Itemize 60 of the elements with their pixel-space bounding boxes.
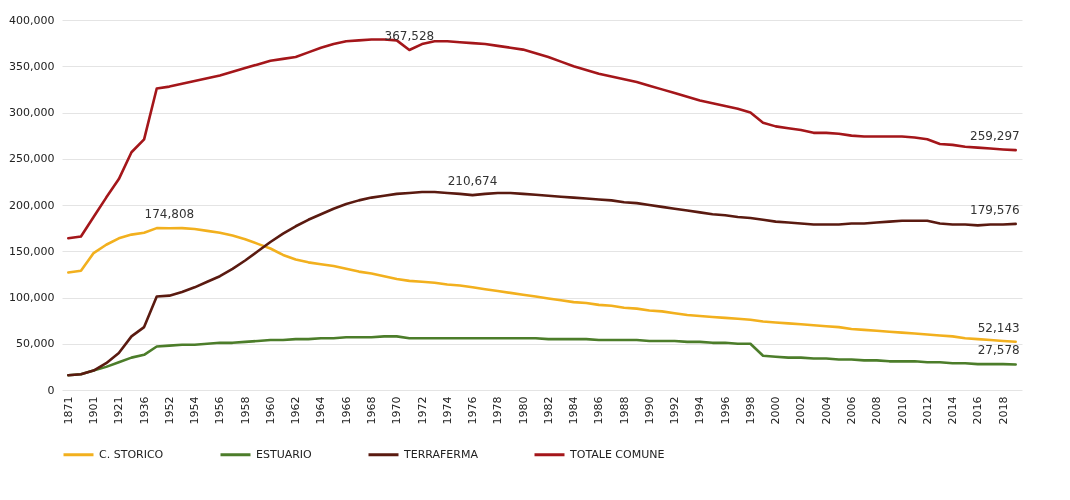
x-tick-label: 1992 — [668, 396, 682, 425]
x-tick-label: 2004 — [819, 396, 833, 425]
x-tick-label: 1952 — [162, 396, 176, 425]
line-series — [67, 190, 1017, 377]
x-tick-label: 1976 — [466, 396, 480, 425]
x-tick-label: 1871 — [61, 396, 75, 425]
x-tick-label: 2014 — [946, 396, 960, 425]
y-tick-label: 400,000 — [9, 13, 55, 27]
legend-label: C. STORICO — [99, 447, 164, 461]
data-label: 259,297 — [970, 129, 1020, 144]
y-tick-label: 300,000 — [9, 106, 55, 119]
x-tick-label: 1958 — [238, 396, 252, 425]
y-tick-label: 0 — [47, 383, 55, 397]
x-tick-label: 2016 — [971, 396, 985, 425]
x-tick-label: 1982 — [541, 396, 555, 425]
x-tick-label: 1996 — [718, 396, 732, 425]
data-label: 27,578 — [977, 343, 1020, 358]
y-tick-label: 200,000 — [9, 198, 55, 212]
y-tick-label: 150,000 — [9, 244, 55, 258]
legend-label: TERRAFERMA — [403, 447, 479, 461]
legend-label: ESTUARIO — [256, 447, 313, 461]
x-tick-label: 1962 — [289, 396, 303, 425]
x-tick-label: 1968 — [364, 396, 378, 425]
x-tick-label: 1964 — [314, 396, 328, 425]
x-tick-label: 1954 — [188, 396, 202, 425]
y-tick-label: 50,000 — [16, 337, 55, 351]
x-tick-label: 2002 — [794, 396, 808, 425]
y-tick-label: 100,000 — [9, 291, 55, 304]
x-tick-label: 1936 — [137, 396, 151, 425]
x-tick-label: 1978 — [491, 396, 505, 425]
x-tick-label: 2008 — [870, 396, 884, 425]
x-tick-label: 1901 — [87, 396, 101, 425]
x-tick-label: 1990 — [642, 396, 656, 425]
line-series — [67, 226, 1017, 344]
y-tick-label: 350,000 — [9, 59, 55, 73]
data-label: 179,576 — [970, 202, 1020, 217]
x-tick-label: 1956 — [213, 396, 227, 425]
x-tick-label: 2000 — [769, 396, 783, 425]
x-tick-label: 1994 — [693, 396, 707, 425]
x-tick-label: 1988 — [617, 396, 631, 425]
x-tick-label: 1998 — [743, 396, 757, 425]
x-tick-label: 1960 — [263, 396, 277, 425]
x-tick-label: 2012 — [920, 396, 934, 425]
data-label: 52,143 — [977, 320, 1020, 335]
x-tick-label: 2010 — [895, 396, 909, 425]
x-tick-label: 2018 — [996, 396, 1010, 425]
x-tick-label: 1970 — [390, 396, 404, 425]
data-label: 367,528 — [384, 29, 435, 44]
y-tick-label: 250,000 — [9, 152, 55, 166]
x-tick-label: 1972 — [415, 396, 429, 425]
x-tick-label: 1921 — [112, 396, 126, 425]
x-tick-label: 1984 — [567, 396, 581, 425]
data-label: 174,808 — [144, 207, 195, 222]
x-tick-label: 1974 — [440, 396, 454, 425]
x-tick-label: 1966 — [339, 396, 353, 425]
legend-label: TOTALE COMUNE — [569, 447, 665, 461]
x-tick-label: 1980 — [516, 396, 530, 425]
x-tick-label: 2006 — [844, 396, 858, 425]
x-tick-label: 1986 — [592, 396, 606, 425]
data-label: 210,674 — [447, 174, 498, 189]
